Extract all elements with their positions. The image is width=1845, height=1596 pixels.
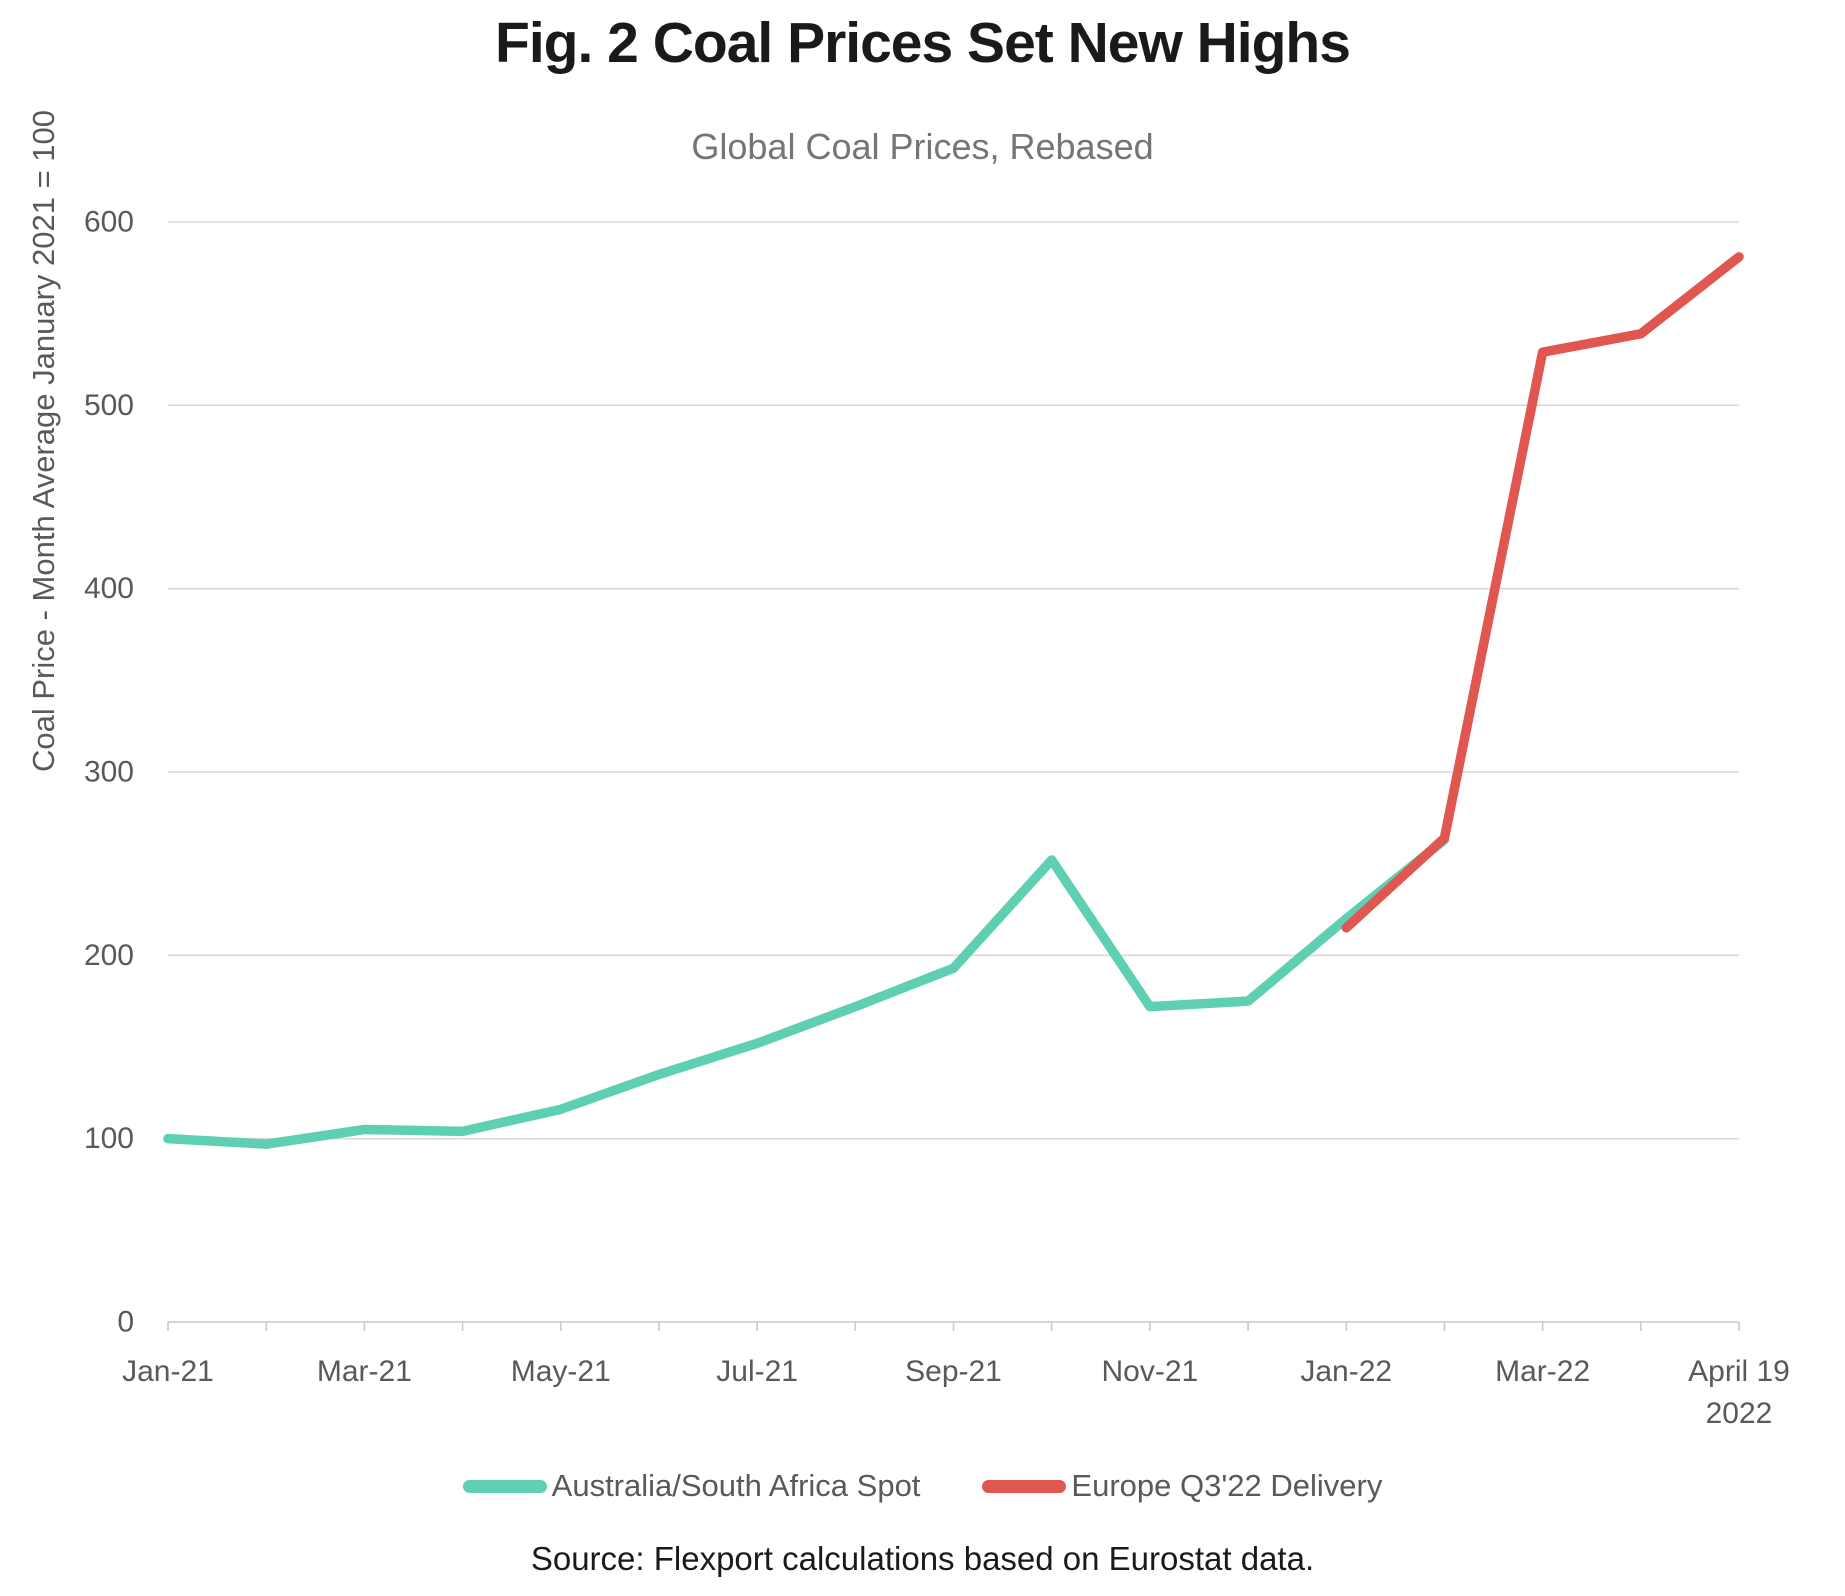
legend-swatch-europe-q3-22-delivery [982, 1479, 1067, 1493]
x-tick-label-mar-21: Mar-21 [317, 1355, 412, 1388]
series-line-europe-q3-22-delivery [1341, 252, 1744, 933]
y-tick-label-100: 100 [84, 1122, 134, 1155]
legend-item-australia-south-africa-spot: Australia/South Africa Spot [462, 1468, 921, 1504]
legend-label-australia-south-africa-spot: Australia/South Africa Spot [551, 1468, 921, 1503]
y-tick-label-500: 500 [84, 389, 134, 422]
series-line-australia-south-africa-spot [163, 835, 1450, 1149]
x-tick-label-sep-21: Sep-21 [905, 1355, 1002, 1388]
legend: Australia/South Africa Spot Europe Q3'22 … [0, 1462, 1845, 1510]
x-tick-label-jan-21: Jan-21 [122, 1355, 214, 1388]
y-tick-label-200: 200 [84, 939, 134, 972]
chart-subtitle: Global Coal Prices, Rebased [691, 126, 1154, 167]
y-tick-label-600: 600 [84, 206, 134, 239]
y-tick-label-400: 400 [84, 572, 134, 605]
chart-title: Fig. 2 Coal Prices Set New Highs [495, 11, 1351, 75]
legend-swatch-australia-south-africa-spot [462, 1479, 547, 1493]
y-tick-label-0: 0 [117, 1306, 134, 1339]
x-tick-label-jan-22: Jan-22 [1300, 1355, 1392, 1388]
x-tick-label-mar-22: Mar-22 [1495, 1355, 1590, 1388]
legend-label-europe-q3-22-delivery: Europe Q3'22 Delivery [1071, 1468, 1383, 1503]
x-tick-label-april-19-2022: April 19 2022 [1688, 1355, 1790, 1430]
y-tick-label-300: 300 [84, 756, 134, 789]
legend-item-europe-q3-22-delivery: Europe Q3'22 Delivery [982, 1468, 1382, 1504]
x-tick-label-jul-21: Jul-21 [716, 1355, 798, 1388]
x-tick-label-may-21: May-21 [511, 1355, 611, 1388]
x-tick-label-nov-21: Nov-21 [1102, 1355, 1199, 1388]
source-note: Source: Flexport calculations based on E… [530, 1540, 1315, 1577]
